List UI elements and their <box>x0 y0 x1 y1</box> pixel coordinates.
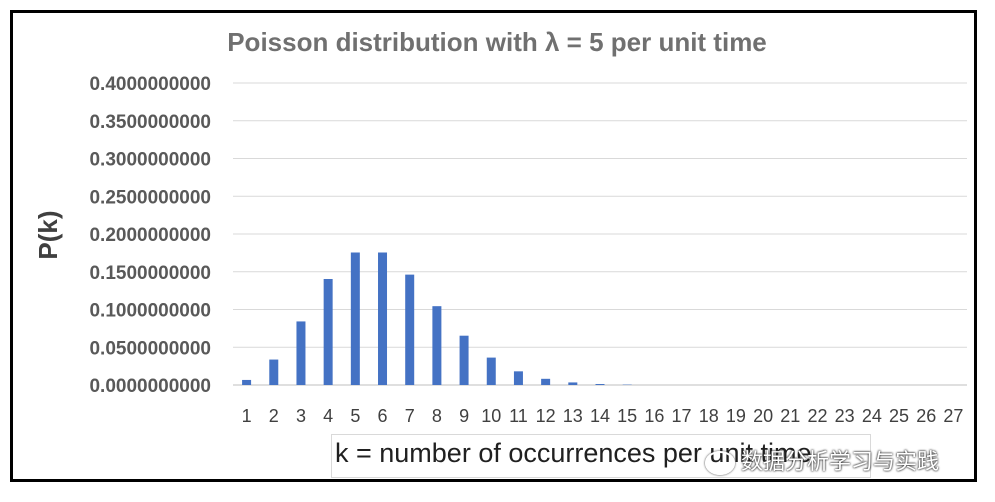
x-tick-label: 14 <box>590 406 610 426</box>
y-axis-ticks: 0.0000000000 0.0500000000 0.1000000000 0.15… <box>89 74 211 397</box>
y-tick-label: 0.3500000000 <box>89 112 211 133</box>
x-tick-label: 12 <box>536 406 556 426</box>
x-tick-label: 24 <box>862 406 882 426</box>
watermark: 数据分析学习与实践 <box>705 444 939 476</box>
bar <box>568 382 578 385</box>
x-tick-label: 26 <box>916 406 936 426</box>
watermark-text: 数据分析学习与实践 <box>741 450 940 475</box>
bar <box>269 359 279 385</box>
x-tick-label: 13 <box>563 406 583 426</box>
x-tick-label: 21 <box>780 406 800 426</box>
y-tick-label: 0.4000000000 <box>89 74 211 95</box>
bars <box>242 252 632 385</box>
y-axis-label: P(k) <box>33 210 63 259</box>
bar <box>405 274 415 385</box>
x-tick-label: 25 <box>889 406 909 426</box>
gridlines <box>233 82 967 386</box>
y-tick-label: 0.1500000000 <box>89 263 211 284</box>
x-tick-label: 18 <box>699 406 719 426</box>
x-tick-label: 22 <box>807 406 827 426</box>
x-tick-label: 6 <box>378 406 388 426</box>
bar <box>541 378 551 385</box>
x-tick-label: 10 <box>481 406 501 426</box>
y-tick-label: 0.2500000000 <box>89 187 211 208</box>
bar <box>486 357 496 385</box>
y-tick-label: 0.0500000000 <box>89 338 211 359</box>
x-tick-label: 11 <box>509 406 528 426</box>
bar <box>513 371 523 385</box>
x-tick-label: 4 <box>323 406 333 426</box>
x-tick-label: 7 <box>405 406 415 426</box>
bar <box>350 252 360 385</box>
bar <box>378 252 388 385</box>
bar <box>432 306 442 385</box>
x-tick-label: 2 <box>269 406 279 426</box>
bar <box>595 384 605 385</box>
bar <box>459 335 469 385</box>
y-tick-label: 0.0000000000 <box>89 376 211 397</box>
y-tick-label: 0.3000000000 <box>89 150 211 171</box>
chart-frame <box>10 10 977 482</box>
y-tick-label: 0.1000000000 <box>89 301 211 322</box>
chart-title: Poisson distribution with λ = 5 per unit… <box>227 27 767 57</box>
x-tick-label: 17 <box>672 406 692 426</box>
x-axis-ticks: 1 2 3 4 5 6 7 8 9 10 11 12 13 14 15 16 17 18 19 20 21 22 23 24 2… <box>242 406 964 426</box>
bar <box>242 379 252 385</box>
x-tick-label: 27 <box>943 406 963 426</box>
bar <box>296 321 306 385</box>
x-tick-label: 15 <box>617 406 637 426</box>
wechat-icon <box>705 451 735 475</box>
x-tick-label: 20 <box>753 406 773 426</box>
x-tick-label: 16 <box>644 406 664 426</box>
bar <box>323 278 333 385</box>
x-tick-label: 5 <box>350 406 360 426</box>
x-tick-label: 1 <box>242 406 252 426</box>
x-tick-label: 23 <box>835 406 855 426</box>
x-tick-label: 19 <box>726 406 746 426</box>
x-tick-label: 3 <box>296 406 306 426</box>
x-tick-label: 8 <box>432 406 442 426</box>
y-tick-label: 0.2000000000 <box>89 225 211 246</box>
x-axis-label-box <box>331 434 871 478</box>
x-tick-label: 9 <box>459 406 469 426</box>
